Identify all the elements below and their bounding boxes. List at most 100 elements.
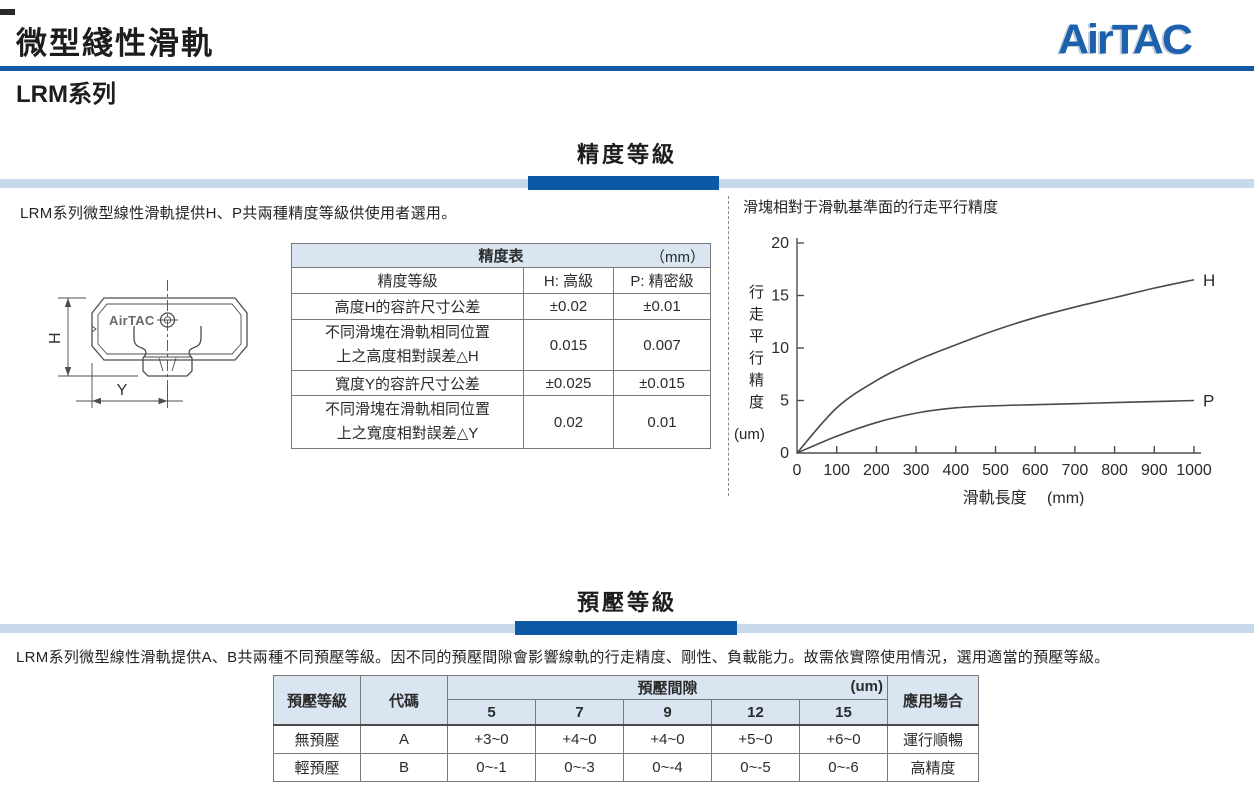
grade-cell: 無預壓 — [273, 724, 361, 754]
x-tick-label: 400 — [942, 462, 969, 479]
gap-value: 0~-1 — [447, 753, 536, 782]
accuracy-col-header: P: 精密級 — [613, 267, 711, 294]
x-tick-label: 300 — [903, 462, 930, 479]
grade-cell: 輕預壓 — [273, 753, 361, 782]
gap-value: 0~-5 — [711, 753, 800, 782]
y-arrow-right — [158, 397, 168, 405]
table-row: 輕預壓 B 0~-1 0~-3 0~-4 0~-5 0~-6 高精度 — [273, 753, 980, 782]
code-header: 代碼 — [360, 675, 448, 726]
table-row: 不同滑塊在滑軌相同位置 上之寬度相對誤差△Y 0.02 0.01 — [291, 395, 711, 449]
y-witness-lines — [91, 363, 168, 408]
gap-unit: (um) — [850, 678, 884, 695]
mounting-hole-outer — [159, 312, 176, 328]
rail-detail-lines — [143, 356, 192, 372]
table-row: 高度H的容許尺寸公差 ±0.02 ±0.01 — [291, 293, 711, 320]
y-tick-label: 5 — [780, 393, 789, 410]
series-title: LRM系列 — [16, 81, 116, 108]
print-mark — [0, 9, 15, 15]
p-value: ±0.01 — [613, 293, 711, 320]
table-row: 不同滑塊在滑軌相同位置 上之高度相對誤差△H 0.015 0.007 — [291, 319, 711, 371]
preload-band-dark — [515, 621, 737, 635]
row-label: 高度H的容許尺寸公差 — [291, 293, 524, 320]
accuracy-intro: LRM系列微型線性滑軌提供H、P共兩種精度等級供使用者選用。 — [20, 205, 457, 222]
x-tick-label: 900 — [1141, 462, 1168, 479]
row-label: 不同滑塊在滑軌相同位置 上之高度相對誤差△H — [291, 319, 524, 371]
h-value: ±0.02 — [523, 293, 614, 320]
preload-header-row: 預壓等級 代碼 預壓間隙 (um) 應用場合 — [273, 675, 980, 726]
x-tick-label: 800 — [1101, 462, 1128, 479]
x-tick-label: 600 — [1022, 462, 1049, 479]
accuracy-table-title-cell: 精度表 （mm） — [291, 243, 711, 268]
h-dimension-label: H — [47, 332, 64, 344]
h-value: ±0.025 — [523, 370, 614, 396]
accuracy-table-header-row: 精度等級 H: 高級 P: 精密級 — [291, 267, 711, 294]
application-header: 應用場合 — [887, 675, 980, 726]
x-tick-label: 0 — [793, 462, 802, 479]
x-tick-label: 700 — [1062, 462, 1089, 479]
code-cell: A — [360, 724, 448, 754]
block-inner-outline — [97, 303, 242, 355]
chart-y-axis-label: 行走平行精度 — [747, 284, 764, 416]
gap-value: +4~0 — [535, 724, 624, 754]
chart-panel: 滑塊相對于滑軌基準面的行走平行精度 行走平行精度 (um) 0 5 10 15 20 0 1… — [728, 196, 1254, 506]
gap-value: +5~0 — [711, 724, 800, 754]
y-dimension-label: Y — [117, 382, 128, 399]
accuracy-col-header: H: 高級 — [523, 267, 614, 294]
y-tick-label: 15 — [771, 288, 789, 305]
chart-axes — [796, 238, 1201, 454]
accuracy-table: 精度表 （mm） 精度等級 H: 高級 P: 精密級 高度H的容許尺寸公差 ±0… — [291, 243, 711, 449]
preload-size-row: 5 7 9 12 15 — [274, 699, 979, 726]
gap-value: 0~-6 — [798, 753, 889, 782]
y-arrow-left — [92, 397, 101, 405]
y-tick-label: 0 — [780, 445, 789, 462]
gap-value: 0~-3 — [535, 753, 624, 782]
chart-caption: 滑塊相對于滑軌基準面的行走平行精度 — [743, 199, 999, 216]
section-heading-accuracy: 精度等級 — [576, 142, 677, 167]
h-witness-lines — [58, 297, 138, 377]
slide-block-diagram: AirTAC H Y — [30, 268, 282, 443]
gap-header: 預壓間隙 — [637, 680, 698, 697]
gap-size: 12 — [711, 699, 800, 726]
application-cell: 運行順暢 — [887, 724, 980, 754]
application-cell: 高精度 — [887, 753, 980, 782]
gap-value: +3~0 — [447, 724, 536, 754]
gap-value: +6~0 — [798, 724, 889, 754]
table-row: 寬度Y的容許尺寸公差 ±0.025 ±0.015 — [291, 370, 711, 396]
series-label-P: P — [1203, 392, 1214, 411]
chart-x-axis-label: 滑軌長度 (mm) — [963, 489, 1085, 506]
accuracy-table-unit: （mm） — [650, 249, 705, 266]
h-value: 0.02 — [523, 395, 614, 449]
series-label-H: H — [1203, 271, 1215, 290]
accuracy-table-title: 精度表 — [478, 248, 524, 265]
chart-y-axis-unit: (um) — [734, 426, 765, 443]
slide-block-drawing: AirTAC H Y — [47, 280, 248, 408]
accuracy-table-title-row: 精度表 （mm） — [291, 243, 711, 268]
h-value: 0.015 — [523, 319, 614, 371]
gap-size: 5 — [447, 699, 536, 726]
y-tick-label: 20 — [771, 235, 789, 252]
table-row: 無預壓 A +3~0 +4~0 +4~0 +5~0 +6~0 運行順暢 — [273, 724, 980, 754]
series-P — [796, 399, 1195, 454]
gap-size: 7 — [535, 699, 624, 726]
gap-header-cell: 預壓間隙 (um) — [446, 675, 889, 700]
x-tick-label: 100 — [823, 462, 850, 479]
p-value: 0.01 — [613, 395, 711, 449]
block-side-notch — [91, 325, 97, 333]
page-title: 微型綫性滑軌 — [16, 26, 214, 61]
h-arrow-top — [64, 298, 72, 307]
mounting-hole-inner — [163, 316, 172, 324]
row-label: 寬度Y的容許尺寸公差 — [291, 370, 524, 396]
airtac-logo: AirTAC — [1058, 16, 1193, 64]
accuracy-col-header: 精度等級 — [291, 267, 524, 294]
header-rule — [0, 66, 1254, 71]
p-value: ±0.015 — [613, 370, 711, 396]
block-brand-text: AirTAC — [109, 313, 155, 328]
code-cell: B — [360, 753, 448, 782]
h-arrow-bottom — [64, 367, 72, 376]
block-outer-outline — [91, 297, 248, 361]
preload-intro: LRM系列微型線性滑軌提供A、B共兩種不同預壓等級。因不同的預壓間隙會影響線軌的… — [16, 649, 1110, 666]
grade-header: 預壓等級 — [273, 675, 361, 726]
preload-table: 預壓等級 代碼 預壓間隙 (um) 應用場合 5 7 9 12 15 無預壓 A… — [273, 675, 980, 782]
x-tick-label: 1000 — [1176, 462, 1212, 479]
